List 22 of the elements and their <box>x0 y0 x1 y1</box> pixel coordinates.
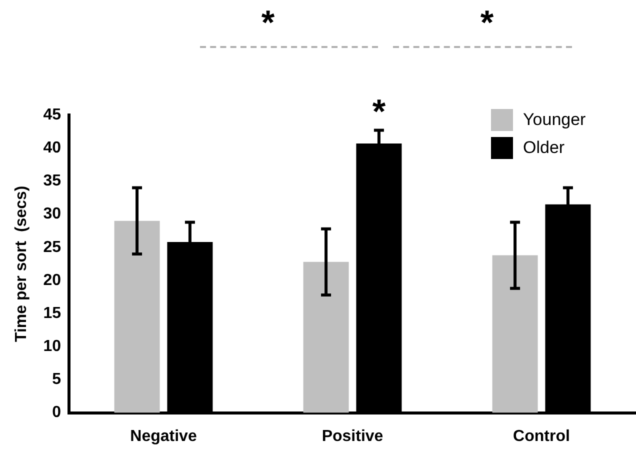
bar <box>492 255 538 413</box>
y-tick-label: 25 <box>43 238 62 256</box>
y-tick-label: 35 <box>43 172 62 190</box>
y-tick-label: 0 <box>52 404 62 422</box>
legend-label: Older <box>523 138 565 158</box>
bar <box>303 262 349 413</box>
y-tick-label: 30 <box>43 206 62 223</box>
x-tick-label: Control <box>513 428 570 445</box>
bar <box>114 220 160 413</box>
text: * <box>261 4 275 42</box>
legend-label: Younger <box>523 110 586 130</box>
text: * <box>480 4 494 42</box>
x-tick-label: Positive <box>322 428 384 445</box>
y-axis-title: Time per sort (secs) <box>13 186 30 342</box>
y-tick-label: 10 <box>43 338 62 356</box>
x-tick-label: Negative <box>130 428 197 445</box>
annotation: * <box>372 93 386 132</box>
y-tick-label: 45 <box>43 106 62 124</box>
y-tick-label: 20 <box>43 272 62 289</box>
y-tick-label: 5 <box>52 371 62 388</box>
y-tick-label: 15 <box>43 304 62 322</box>
y-tick-label: 40 <box>43 139 62 156</box>
